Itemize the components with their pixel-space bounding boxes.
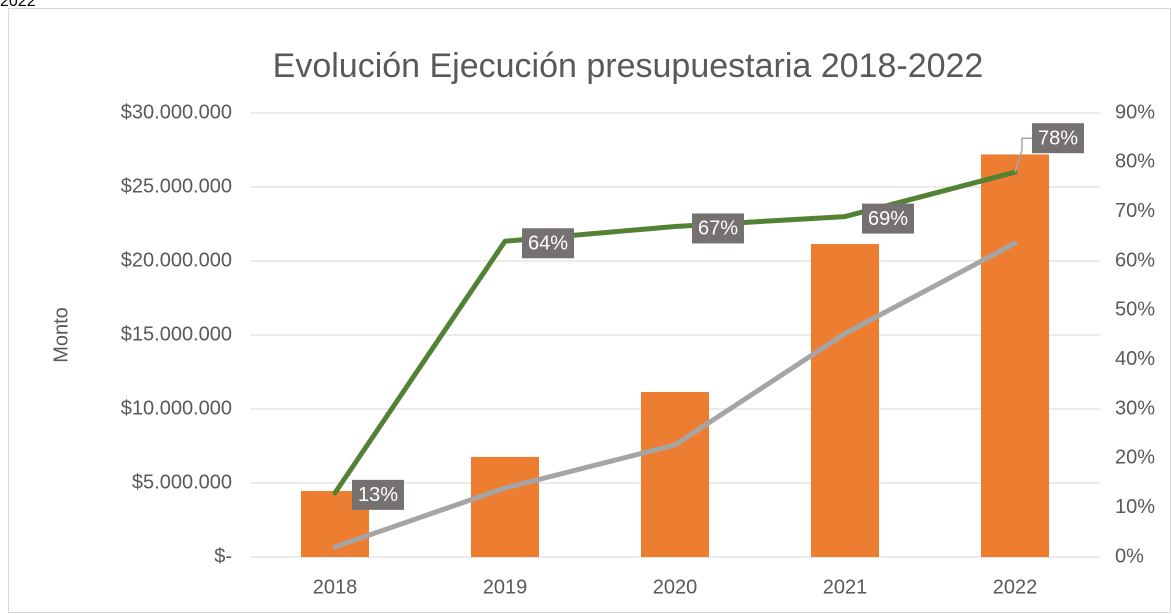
data-label: 64% [528, 233, 568, 255]
y-tick-label: $15.000.000 [121, 323, 232, 345]
label-box [352, 479, 404, 510]
y-tick-label: $5.000.000 [132, 471, 232, 493]
bar [981, 154, 1049, 557]
data-label: 67% [698, 218, 738, 240]
data-label: 69% [868, 208, 908, 230]
chart-frame [8, 8, 1171, 613]
y2-tick-label: 50% [1115, 299, 1155, 321]
caption: 2022 [0, 0, 36, 10]
y-axis-label: Monto [50, 307, 72, 363]
bar [811, 243, 879, 558]
data-label: 78% [1038, 127, 1078, 149]
y-tick-label: $- [214, 545, 232, 567]
leader-line [1014, 137, 1032, 173]
x-tick-label: 2019 [483, 576, 528, 598]
data-label: 13% [358, 484, 398, 506]
label-box [692, 213, 744, 244]
x-tick-label: 2018 [313, 576, 358, 598]
y2-tick-label: 80% [1115, 151, 1155, 173]
line-series [332, 240, 1018, 550]
line-series [332, 169, 1018, 496]
chart-title: Evolución Ejecución presupuestaria 2018-… [273, 47, 984, 85]
y2-tick-label: 70% [1115, 200, 1155, 222]
y-tick-label: $30.000.000 [121, 101, 232, 123]
y2-tick-label: 0% [1115, 545, 1144, 567]
bar [471, 456, 539, 557]
label-box [1032, 123, 1084, 154]
y2-tick-label: 60% [1115, 249, 1155, 271]
y2-tick-label: 10% [1115, 496, 1155, 518]
x-tick-label: 2021 [823, 576, 868, 598]
bar [641, 391, 709, 557]
y-tick-label: $10.000.000 [121, 397, 232, 419]
y2-tick-label: 30% [1115, 397, 1155, 419]
x-tick-label: 2022 [993, 576, 1038, 598]
y-tick-label: $25.000.000 [121, 175, 232, 197]
y2-tick-label: 20% [1115, 447, 1155, 469]
y-tick-label: $20.000.000 [121, 249, 232, 271]
y2-tick-label: 40% [1115, 348, 1155, 370]
y2-tick-label: 90% [1115, 101, 1155, 123]
x-tick-label: 2020 [653, 576, 698, 598]
label-box [862, 203, 914, 234]
label-box [522, 228, 574, 259]
